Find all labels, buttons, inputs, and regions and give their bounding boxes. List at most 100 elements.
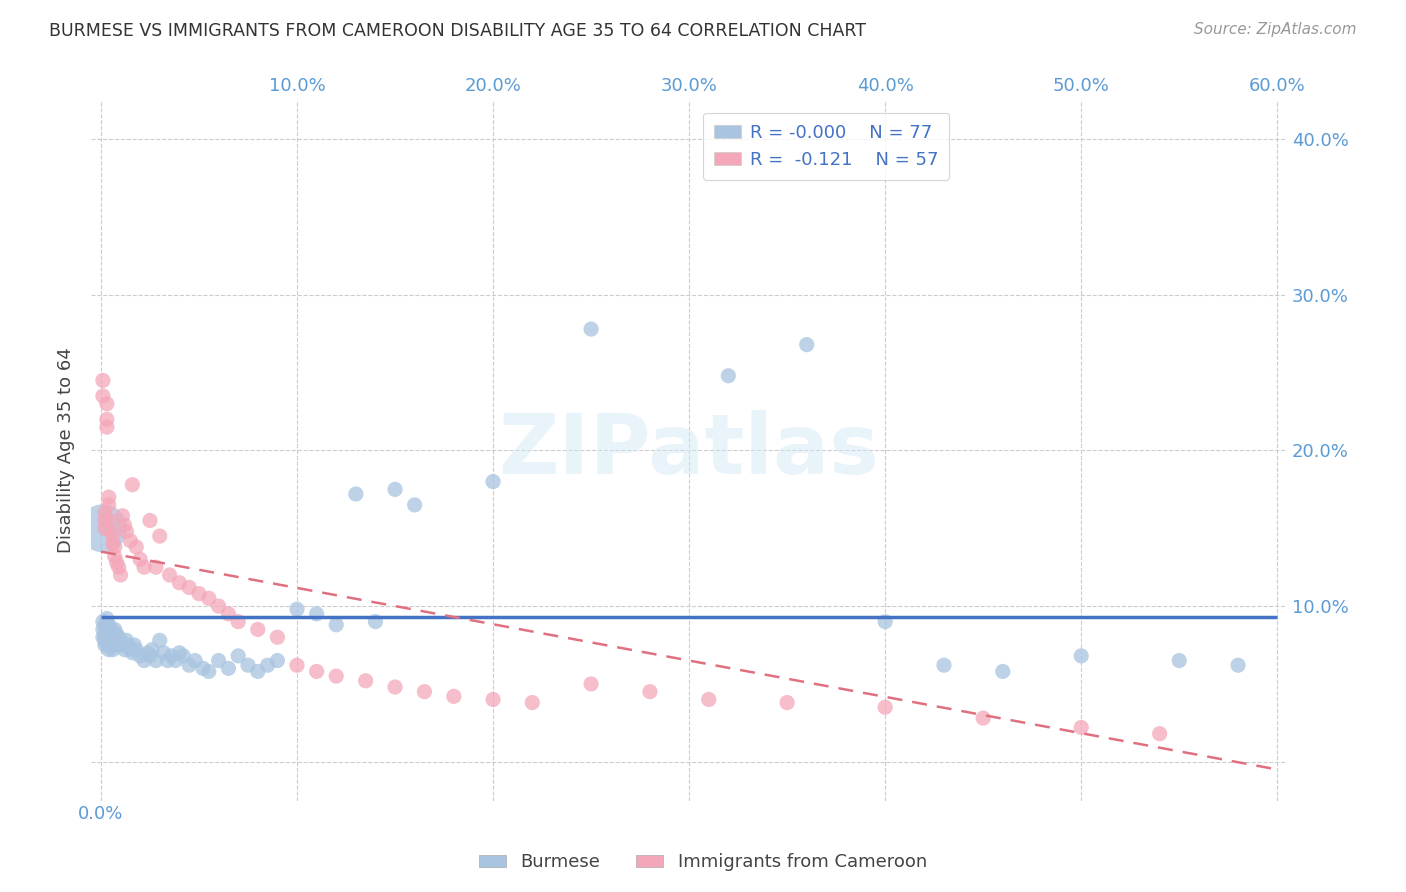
Point xyxy=(717,368,740,383)
Point xyxy=(1070,721,1092,735)
Point xyxy=(188,587,211,601)
Point xyxy=(104,633,127,648)
Point xyxy=(139,648,162,663)
Point xyxy=(115,633,138,648)
Point xyxy=(96,630,118,644)
Point xyxy=(96,623,118,637)
Point xyxy=(266,654,288,668)
Point xyxy=(94,506,117,520)
Point xyxy=(100,630,122,644)
Point xyxy=(101,633,124,648)
Point xyxy=(482,475,505,489)
Point xyxy=(97,498,120,512)
Point xyxy=(94,617,117,632)
Point xyxy=(105,627,128,641)
Point xyxy=(145,560,167,574)
Point xyxy=(114,642,136,657)
Point xyxy=(100,524,122,539)
Point xyxy=(114,518,136,533)
Point xyxy=(141,642,163,657)
Point xyxy=(169,575,191,590)
Point xyxy=(172,648,194,663)
Point xyxy=(266,630,288,644)
Point xyxy=(1227,658,1250,673)
Point xyxy=(179,658,201,673)
Point xyxy=(522,696,544,710)
Point xyxy=(96,412,118,426)
Point xyxy=(325,617,347,632)
Point xyxy=(105,556,128,570)
Point xyxy=(101,627,124,641)
Point xyxy=(152,646,174,660)
Point xyxy=(139,514,162,528)
Point xyxy=(107,638,129,652)
Point xyxy=(121,477,143,491)
Point xyxy=(96,636,118,650)
Text: ZIPatlas: ZIPatlas xyxy=(499,410,880,491)
Point xyxy=(124,638,146,652)
Point xyxy=(305,665,328,679)
Point xyxy=(776,696,799,710)
Point xyxy=(91,615,114,629)
Point xyxy=(354,673,377,688)
Point xyxy=(156,654,179,668)
Point xyxy=(115,524,138,539)
Point xyxy=(875,700,897,714)
Point xyxy=(226,648,249,663)
Point xyxy=(197,591,219,606)
Point xyxy=(132,560,155,574)
Point xyxy=(217,661,239,675)
Point xyxy=(149,529,172,543)
Point xyxy=(256,658,278,673)
Point xyxy=(579,322,602,336)
Point xyxy=(796,337,818,351)
Point xyxy=(117,638,139,652)
Point xyxy=(179,581,201,595)
Point xyxy=(136,646,159,660)
Point xyxy=(579,677,602,691)
Point xyxy=(91,389,114,403)
Point xyxy=(638,684,661,698)
Point xyxy=(120,642,142,657)
Point xyxy=(972,711,994,725)
Legend: R = -0.000    N = 77, R =  -0.121    N = 57: R = -0.000 N = 77, R = -0.121 N = 57 xyxy=(703,112,949,179)
Point xyxy=(197,665,219,679)
Point xyxy=(111,638,134,652)
Point xyxy=(107,560,129,574)
Point xyxy=(305,607,328,621)
Point xyxy=(132,654,155,668)
Point xyxy=(97,627,120,641)
Legend: Burmese, Immigrants from Cameroon: Burmese, Immigrants from Cameroon xyxy=(471,847,935,879)
Point xyxy=(120,533,142,548)
Point xyxy=(121,646,143,660)
Point xyxy=(443,690,465,704)
Point xyxy=(100,514,122,528)
Point xyxy=(217,607,239,621)
Point xyxy=(165,654,187,668)
Point xyxy=(932,658,955,673)
Point xyxy=(94,633,117,648)
Point xyxy=(207,654,229,668)
Point xyxy=(1149,727,1171,741)
Point xyxy=(285,658,308,673)
Point xyxy=(125,540,148,554)
Point xyxy=(105,638,128,652)
Point xyxy=(91,630,114,644)
Point xyxy=(482,692,505,706)
Point xyxy=(97,633,120,648)
Point xyxy=(184,654,207,668)
Point xyxy=(145,654,167,668)
Point xyxy=(697,692,720,706)
Point xyxy=(129,552,152,566)
Point xyxy=(104,623,127,637)
Point xyxy=(96,420,118,434)
Text: BURMESE VS IMMIGRANTS FROM CAMEROON DISABILITY AGE 35 TO 64 CORRELATION CHART: BURMESE VS IMMIGRANTS FROM CAMEROON DISA… xyxy=(49,22,866,40)
Point xyxy=(246,623,269,637)
Point xyxy=(101,642,124,657)
Point xyxy=(110,568,132,582)
Point xyxy=(384,483,406,497)
Point xyxy=(325,669,347,683)
Point xyxy=(991,665,1014,679)
Point xyxy=(97,490,120,504)
Point xyxy=(94,638,117,652)
